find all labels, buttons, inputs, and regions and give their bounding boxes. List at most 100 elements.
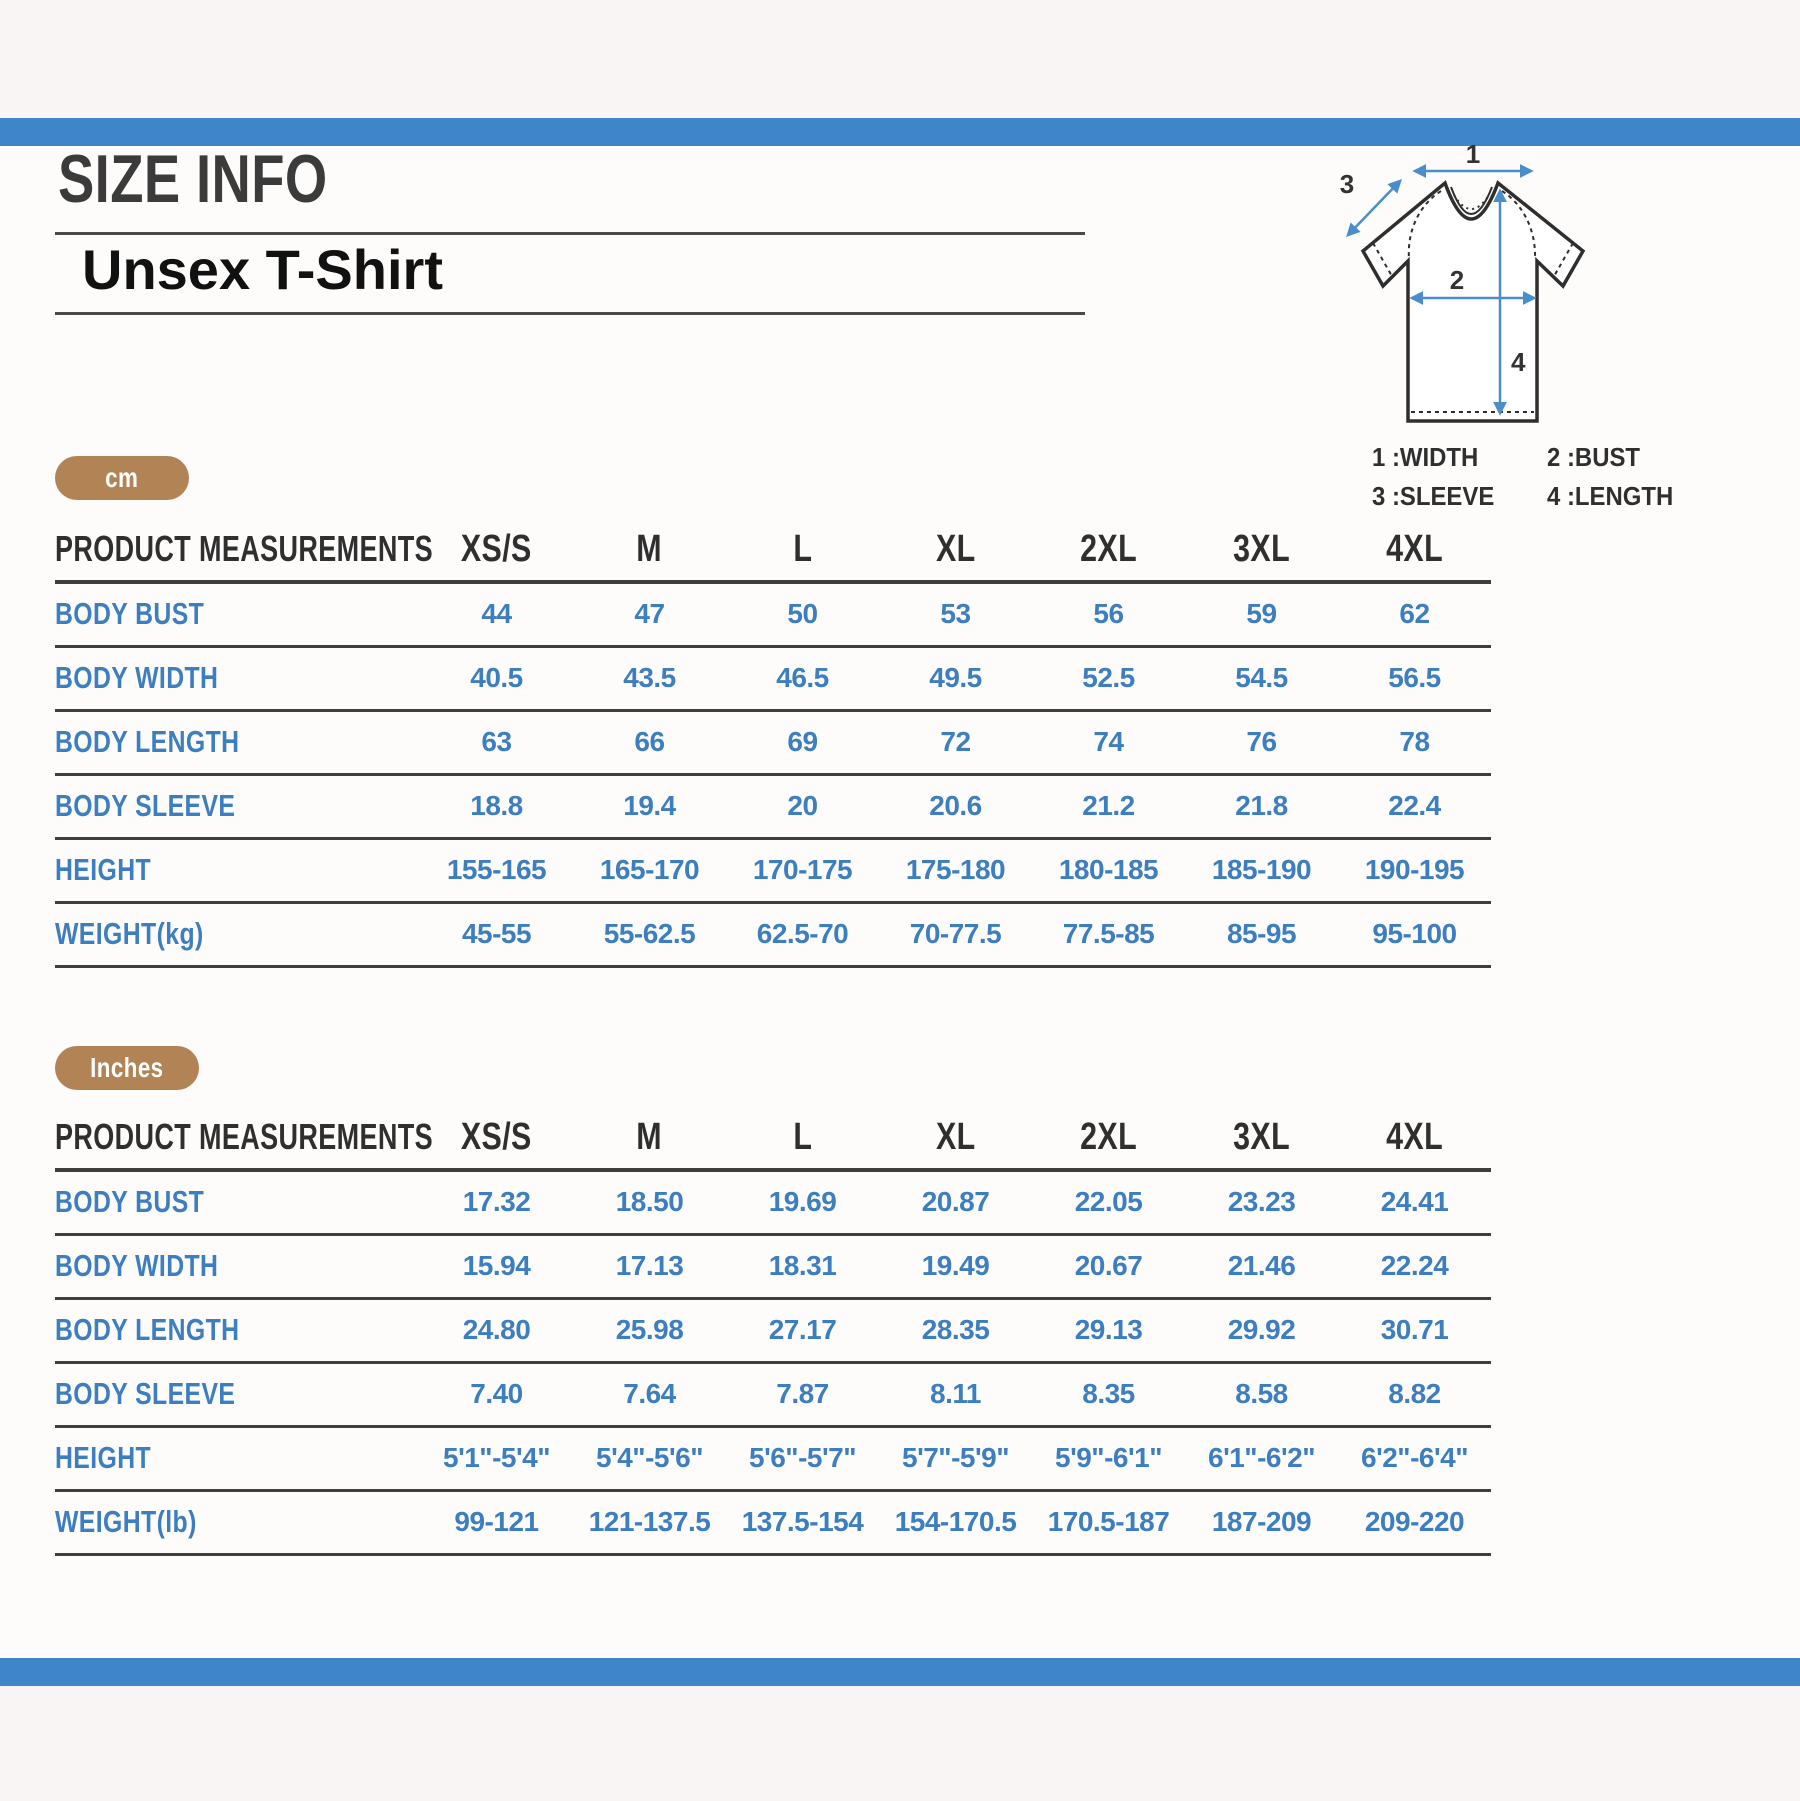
diagram-legend: 1 :WIDTH 2 :BUST 3 :SLEEVE 4 :LENGTH	[1372, 442, 1684, 512]
sleeve-arrow	[1346, 179, 1402, 237]
length-arrow-label: 4	[1511, 347, 1526, 377]
measurement-cell: 70-77.5	[879, 902, 1032, 968]
measurement-cell: 6'1"-6'2"	[1185, 1426, 1338, 1492]
row-label: BODY LENGTH	[55, 1298, 420, 1364]
measurement-cell: 8.11	[879, 1362, 1032, 1428]
measurement-cell: 29.92	[1185, 1298, 1338, 1364]
size-column-header: 3XL	[1185, 518, 1338, 584]
measurement-cell: 20.6	[879, 774, 1032, 840]
measurement-cell: 55-62.5	[573, 902, 726, 968]
measurement-cell: 19.49	[879, 1234, 1032, 1300]
collar-stitches	[1453, 194, 1490, 210]
measurement-cell: 95-100	[1338, 902, 1491, 968]
top-accent-bar	[0, 118, 1800, 146]
measurement-cell: 18.31	[726, 1234, 879, 1300]
measurement-cell: 185-190	[1185, 838, 1338, 904]
measurement-cell: 78	[1338, 710, 1491, 776]
measurement-cell: 21.2	[1032, 774, 1185, 840]
measurement-cell: 22.4	[1338, 774, 1491, 840]
measurement-cell: 69	[726, 710, 879, 776]
size-column-header: 2XL	[1032, 1106, 1185, 1172]
measurement-cell: 19.69	[726, 1170, 879, 1236]
measurement-cell: 7.64	[573, 1362, 726, 1428]
legend-item: 1 :WIDTH	[1372, 442, 1479, 472]
bust-arrow-label: 2	[1450, 265, 1464, 295]
size-column-header: 4XL	[1338, 518, 1491, 584]
measurement-row: BODY LENGTH 63 66 69 72 74 76 78	[55, 710, 1491, 776]
measurement-cell: 66	[573, 710, 726, 776]
measurement-cell: 6'2"-6'4"	[1338, 1426, 1491, 1492]
measurement-cell: 49.5	[879, 646, 1032, 712]
measurement-cell: 8.58	[1185, 1362, 1338, 1428]
measurement-cell: 22.05	[1032, 1170, 1185, 1236]
row-label: HEIGHT	[55, 838, 420, 904]
row-label: BODY BUST	[55, 582, 420, 648]
row-label: WEIGHT(kg)	[55, 902, 420, 968]
content-area: SIZE INFO Unsex T-Shirt	[0, 139, 1800, 1658]
size-column-header: XS/S	[420, 518, 573, 584]
measurement-cell: 74	[1032, 710, 1185, 776]
size-table-inches: PRODUCT MEASUREMENTS XS/S M L XL 2XL 3XL 4XL BOD…	[55, 1106, 1491, 1556]
measurement-arrows	[1346, 164, 1537, 416]
measurement-cell: 20	[726, 774, 879, 840]
measurements-column-header: PRODUCT MEASUREMENTS	[55, 518, 433, 584]
right-cuff-seam	[1552, 242, 1574, 279]
measurement-cell: 53	[879, 582, 1032, 648]
measurement-cell: 15.94	[420, 1234, 573, 1300]
row-label: BODY BUST	[55, 1170, 420, 1236]
measurement-row: BODY LENGTH 24.80 25.98 27.17 28.35 29.13 29.9…	[55, 1298, 1491, 1364]
measurement-cell: 56.5	[1338, 646, 1491, 712]
row-label: HEIGHT	[55, 1426, 420, 1492]
measurement-cell: 59	[1185, 582, 1338, 648]
legend-item: 4 :LENGTH	[1547, 481, 1674, 511]
unit-badge-inches-label: Inches	[90, 1052, 164, 1083]
top-margin-strip	[0, 0, 1800, 118]
tshirt-measurement-diagram: 1 2 3 4	[1340, 139, 1586, 423]
product-title: Unsex T-Shirt	[82, 238, 443, 301]
unit-badge-cm: cm	[55, 456, 189, 500]
measurement-cell: 28.35	[879, 1298, 1032, 1364]
measurements-column-header: PRODUCT MEASUREMENTS	[55, 1106, 433, 1172]
sleeve-arrow-label: 3	[1340, 169, 1354, 199]
size-column-header: M	[573, 518, 726, 584]
measurement-cell: 5'1"-5'4"	[420, 1426, 573, 1492]
measurement-cell: 170.5-187	[1032, 1490, 1185, 1556]
left-cuff-seam	[1372, 242, 1394, 279]
legend-item: 2 :BUST	[1547, 442, 1641, 472]
measurement-cell: 17.32	[420, 1170, 573, 1236]
page-title-text: SIZE INFO	[58, 141, 328, 217]
measurement-row: WEIGHT(lb) 99-121 121-137.5 137.5-154 154-17…	[55, 1490, 1491, 1556]
measurement-cell: 21.46	[1185, 1234, 1338, 1300]
measurement-cell: 170-175	[726, 838, 879, 904]
measurement-cell: 77.5-85	[1032, 902, 1185, 968]
measurement-cell: 99-121	[420, 1490, 573, 1556]
measurement-cell: 54.5	[1185, 646, 1338, 712]
measurement-row: BODY BUST 44 47 50 53 56 59 62	[55, 582, 1491, 648]
measurement-cell: 121-137.5	[573, 1490, 726, 1556]
measurement-cell: 19.4	[573, 774, 726, 840]
measurement-row: BODY BUST 17.32 18.50 19.69 20.87 22.05 23.23 2…	[55, 1170, 1491, 1236]
header-row: PRODUCT MEASUREMENTS XS/S M L XL 2XL 3XL 4XL	[55, 1106, 1491, 1172]
measurement-row: HEIGHT 155-165 165-170 170-175 175-180 180-18…	[55, 838, 1491, 904]
measurement-cell: 63	[420, 710, 573, 776]
measurement-cell: 22.24	[1338, 1234, 1491, 1300]
measurement-cell: 18.50	[573, 1170, 726, 1236]
measurement-cell: 56	[1032, 582, 1185, 648]
measurement-cell: 24.80	[420, 1298, 573, 1364]
measurement-cell: 85-95	[1185, 902, 1338, 968]
width-arrow-label: 1	[1466, 139, 1480, 169]
measurement-cell: 47	[573, 582, 726, 648]
measurement-cell: 180-185	[1032, 838, 1185, 904]
size-column-header: XL	[879, 518, 1032, 584]
row-label: WEIGHT(lb)	[55, 1490, 420, 1556]
measurement-cell: 175-180	[879, 838, 1032, 904]
measurement-cell: 27.17	[726, 1298, 879, 1364]
measurement-row: HEIGHT 5'1"-5'4" 5'4"-5'6" 5'6"-5'7" 5'7"-5'…	[55, 1426, 1491, 1492]
measurement-cell: 40.5	[420, 646, 573, 712]
measurement-cell: 50	[726, 582, 879, 648]
row-label: BODY WIDTH	[55, 646, 420, 712]
measurement-cell: 137.5-154	[726, 1490, 879, 1556]
measurement-cell: 154-170.5	[879, 1490, 1032, 1556]
arrow-number-labels: 1 2 3 4	[1340, 139, 1526, 377]
measurement-cell: 25.98	[573, 1298, 726, 1364]
